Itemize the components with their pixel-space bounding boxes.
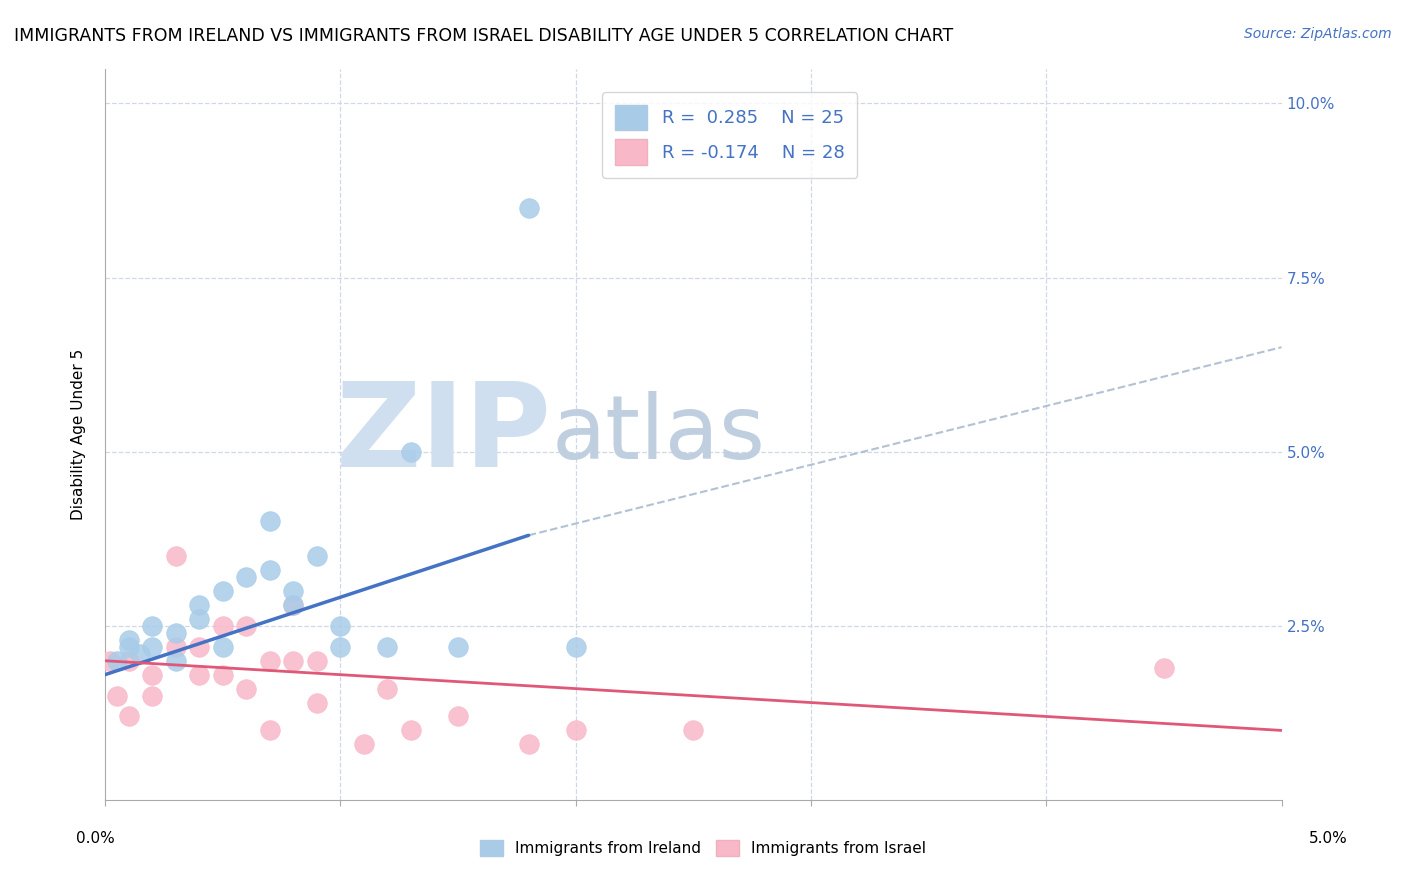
Point	[165, 625, 187, 640]
Point	[377, 640, 399, 654]
Point	[399, 444, 422, 458]
Point	[447, 640, 470, 654]
Point	[105, 689, 128, 703]
Point	[283, 598, 305, 612]
Text: atlas: atlas	[553, 391, 766, 478]
Point	[188, 612, 211, 626]
Point	[329, 619, 352, 633]
Point	[305, 696, 328, 710]
Point	[211, 584, 233, 599]
Point	[682, 723, 704, 738]
Point	[188, 640, 211, 654]
Point	[259, 654, 281, 668]
Point	[353, 737, 375, 751]
Point	[235, 619, 257, 633]
Point	[259, 563, 281, 577]
Point	[165, 640, 187, 654]
Point	[1153, 661, 1175, 675]
Point	[211, 619, 233, 633]
Point	[377, 681, 399, 696]
Point	[517, 201, 540, 215]
Point	[105, 654, 128, 668]
Point	[447, 709, 470, 723]
Point	[564, 640, 586, 654]
Point	[564, 723, 586, 738]
Point	[129, 647, 152, 661]
Point	[141, 619, 163, 633]
Point	[98, 654, 121, 668]
Point	[141, 667, 163, 681]
Point	[165, 549, 187, 564]
Point	[235, 570, 257, 584]
Point	[188, 667, 211, 681]
Point	[117, 640, 139, 654]
Point	[211, 640, 233, 654]
Point	[259, 723, 281, 738]
Point	[517, 737, 540, 751]
Point	[283, 654, 305, 668]
Point	[117, 709, 139, 723]
Legend: Immigrants from Ireland, Immigrants from Israel: Immigrants from Ireland, Immigrants from…	[474, 834, 932, 862]
Point	[399, 723, 422, 738]
Point	[141, 640, 163, 654]
Text: 0.0%: 0.0%	[76, 831, 115, 846]
Point	[305, 654, 328, 668]
Point	[329, 640, 352, 654]
Text: Source: ZipAtlas.com: Source: ZipAtlas.com	[1244, 27, 1392, 41]
Point	[211, 667, 233, 681]
Text: 5.0%: 5.0%	[1309, 831, 1348, 846]
Point	[259, 515, 281, 529]
Point	[165, 654, 187, 668]
Text: IMMIGRANTS FROM IRELAND VS IMMIGRANTS FROM ISRAEL DISABILITY AGE UNDER 5 CORRELA: IMMIGRANTS FROM IRELAND VS IMMIGRANTS FR…	[14, 27, 953, 45]
Point	[235, 681, 257, 696]
Legend: R =  0.285    N = 25, R = -0.174    N = 28: R = 0.285 N = 25, R = -0.174 N = 28	[602, 92, 858, 178]
Text: ZIP: ZIP	[336, 376, 553, 491]
Point	[283, 584, 305, 599]
Point	[305, 549, 328, 564]
Point	[117, 632, 139, 647]
Point	[283, 598, 305, 612]
Point	[117, 654, 139, 668]
Point	[188, 598, 211, 612]
Y-axis label: Disability Age Under 5: Disability Age Under 5	[72, 349, 86, 520]
Point	[141, 689, 163, 703]
